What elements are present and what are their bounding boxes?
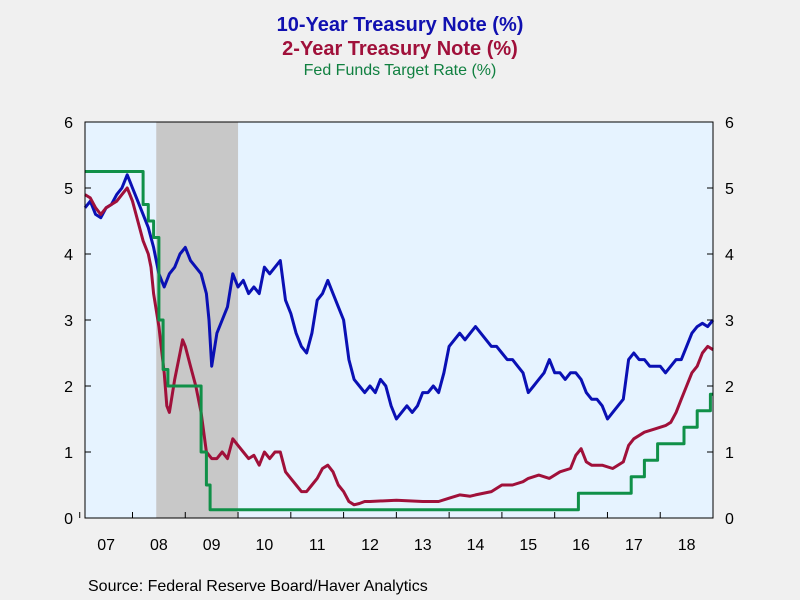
y-tick-label-left: 3 bbox=[64, 313, 73, 330]
series-line-fed-funds bbox=[85, 170, 713, 512]
x-tick-label: 17 bbox=[625, 537, 643, 554]
x-tick-label: 16 bbox=[572, 537, 590, 554]
y-tick-label-left: 2 bbox=[64, 379, 73, 396]
y-tick-label-right: 2 bbox=[725, 379, 734, 396]
y-tick-label-right: 4 bbox=[725, 247, 734, 264]
source-note: Source: Federal Reserve Board/Haver Anal… bbox=[88, 578, 428, 595]
y-tick-label-left: 1 bbox=[64, 445, 73, 462]
x-tick-label: 11 bbox=[309, 537, 326, 554]
x-tick-label: 07 bbox=[97, 537, 115, 554]
y-tick-label-right: 6 bbox=[725, 115, 734, 132]
y-tick-label-right: 0 bbox=[725, 511, 734, 528]
y-tick-label-right: 3 bbox=[725, 313, 734, 330]
x-tick-label: 18 bbox=[678, 537, 696, 554]
chart-title-fed-funds: Fed Funds Target Rate (%) bbox=[303, 62, 497, 79]
y-tick-label-left: 5 bbox=[64, 181, 73, 198]
y-tick-label-left: 6 bbox=[64, 115, 73, 132]
x-tick-label: 09 bbox=[203, 537, 221, 554]
recession-band bbox=[156, 122, 239, 518]
x-tick-label: 12 bbox=[361, 537, 379, 554]
x-tick-label: 14 bbox=[467, 537, 485, 554]
axis-layer: 0 01 12 23 34 45 56 607 08 09 10 11 12 13 14 15 16 17 18 bbox=[64, 115, 734, 554]
chart-title-10-year: 10-Year Treasury Note (%) bbox=[276, 14, 524, 36]
series-layer bbox=[83, 170, 715, 512]
series-line-ten-year bbox=[83, 173, 715, 421]
x-tick-label: 13 bbox=[414, 537, 432, 554]
x-tick-label: 10 bbox=[256, 537, 274, 554]
x-tick-label: 08 bbox=[150, 537, 168, 554]
y-tick-label-left: 0 bbox=[64, 511, 73, 528]
y-tick-label-right: 5 bbox=[725, 181, 734, 198]
y-tick-label-right: 1 bbox=[725, 445, 734, 462]
chart-title-2-year: 2-Year Treasury Note (%) bbox=[282, 38, 518, 60]
y-tick-label-left: 4 bbox=[64, 247, 73, 264]
x-tick-label: 15 bbox=[519, 537, 537, 554]
